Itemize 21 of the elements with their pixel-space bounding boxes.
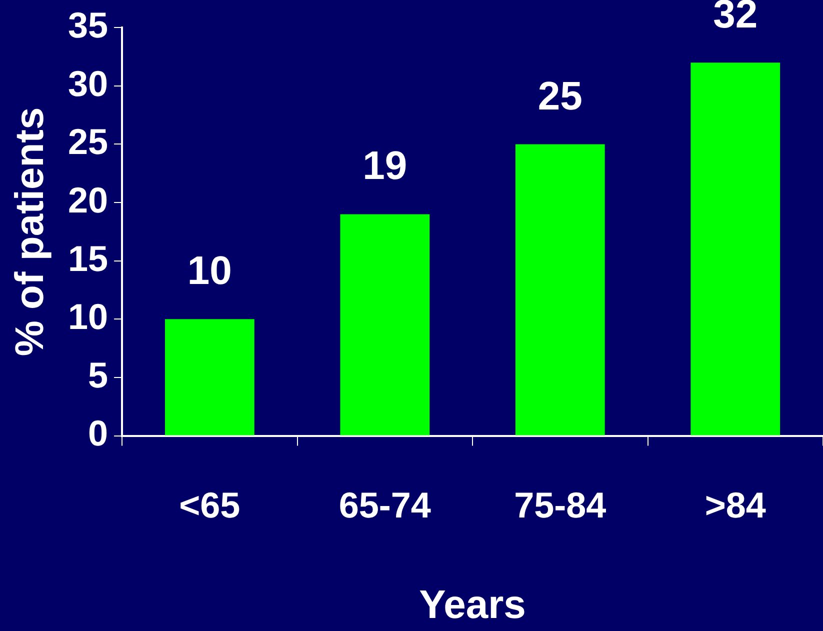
data-label: 25 — [538, 74, 582, 118]
y-tick-label: 35 — [68, 4, 108, 46]
bar — [690, 62, 780, 436]
x-axis-title: Years — [419, 583, 526, 628]
y-tick-label: 25 — [68, 121, 108, 162]
y-axis-title: % of patients — [8, 107, 52, 356]
x-tick-label: 75-84 — [514, 484, 606, 526]
x-tick-label: <65 — [179, 484, 240, 526]
bar — [515, 144, 605, 436]
y-tick-label: 15 — [68, 238, 108, 279]
x-tick-label: 65-74 — [338, 484, 431, 526]
y-tick-label: 0 — [88, 412, 108, 454]
bar — [164, 319, 254, 436]
x-tick-label: >84 — [704, 484, 766, 526]
y-tick-label: 20 — [68, 179, 108, 220]
bar — [340, 214, 430, 436]
data-label: 19 — [362, 144, 408, 188]
y-tick-label: 30 — [68, 62, 108, 104]
data-label: 10 — [187, 249, 232, 294]
y-tick-label: 10 — [68, 296, 108, 338]
y-tick-label: 5 — [88, 354, 108, 396]
